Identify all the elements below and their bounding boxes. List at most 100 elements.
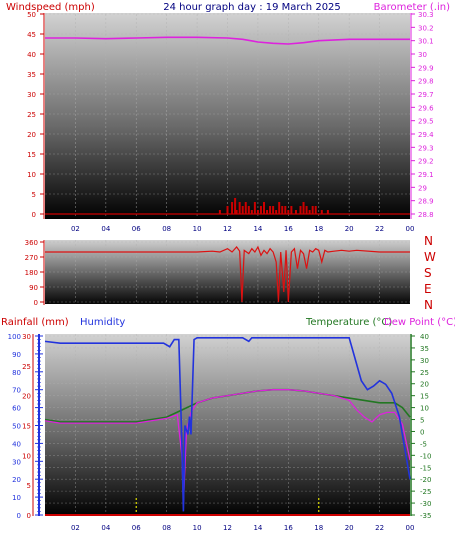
temperature-tick-label: -30	[420, 500, 431, 508]
direction-tick-label: 180	[25, 269, 38, 277]
humidity-axis-label: Humidity	[80, 317, 125, 328]
rain-tick-label: 0	[27, 512, 31, 520]
temperature-tick-label: -5	[420, 440, 427, 448]
windspeed-bar	[311, 206, 314, 214]
direction-tick-label: 270	[25, 254, 38, 262]
rain-tick-label: 15	[22, 423, 31, 431]
windspeed-bar	[226, 206, 229, 214]
direction-tick-label: 360	[25, 239, 38, 247]
windspeed-bar	[259, 206, 262, 214]
top-x-tick-label: 16	[284, 225, 293, 233]
rain-tick-label: 5	[27, 482, 31, 490]
barometer-tick-label: 29.3	[418, 144, 434, 152]
windspeed-bar	[305, 206, 308, 214]
humidity-tick-label: 100	[8, 333, 21, 341]
top-x-axis: 02 04 06 08 10 12 14 16 18 20 22 00	[71, 225, 415, 233]
windspeed-tick-label: 10	[27, 171, 36, 179]
windspeed-bar	[231, 202, 234, 214]
barometer-tick-label: 29.6	[418, 104, 434, 112]
bottom-x-tick-label: 20	[345, 524, 354, 532]
windspeed-tick-label: 35	[27, 71, 36, 79]
temperature-tick-label: 20	[420, 381, 429, 389]
windspeed-bar	[302, 202, 305, 214]
windspeed-bar	[314, 206, 317, 214]
windspeed-bar	[275, 210, 278, 214]
windspeed-bar	[278, 202, 281, 214]
rain-tick-label: 10	[22, 452, 31, 460]
windspeed-axis: 0 5 10 15 20 25 30 35 40 45 50	[27, 11, 45, 219]
bottom-x-tick-label: 04	[101, 524, 110, 532]
compass-label-e: E	[424, 282, 432, 296]
temperature-tick-label: 5	[420, 417, 424, 425]
humidity-tick-label: 20	[12, 476, 21, 484]
barometer-tick-label: 28.9	[418, 198, 434, 206]
top-x-tick-label: 22	[375, 225, 384, 233]
humidity-tick-label: 30	[12, 458, 21, 466]
barometer-tick-label: 30.1	[418, 38, 434, 46]
bottom-plot-area	[45, 334, 410, 516]
wind-direction-line	[45, 245, 410, 303]
windspeed-tick-label: 15	[27, 151, 36, 159]
windspeed-bar	[263, 202, 265, 214]
direction-compass-axis: N W S E N	[424, 234, 436, 312]
barometer-tick-label: 30.3	[418, 11, 434, 19]
rain-tick-label: 30	[22, 333, 31, 341]
windspeed-bar	[241, 206, 244, 214]
barometer-line	[45, 36, 410, 45]
humidity-tick-label: 70	[12, 387, 21, 395]
top-x-tick-label: 00	[406, 225, 415, 233]
bottom-x-tick-label: 14	[253, 524, 262, 532]
temperature-tick-label: -25	[420, 488, 431, 496]
windspeed-bar	[308, 210, 311, 214]
windspeed-tick-label: 25	[27, 111, 36, 119]
windspeed-tick-label: 30	[27, 91, 36, 99]
compass-label-n-top: N	[424, 234, 433, 248]
humidity-tick-label: 80	[12, 369, 21, 377]
temperature-tick-label: 40	[420, 333, 429, 341]
windspeed-bar	[253, 202, 256, 214]
windspeed-bar	[266, 210, 269, 214]
bottom-x-axis: 02 04 06 08 10 12 14 16 18 20 22 00	[71, 524, 415, 532]
windspeed-tick-label: 20	[27, 131, 36, 139]
top-x-tick-label: 08	[162, 225, 171, 233]
top-x-tick-label: 06	[132, 225, 141, 233]
barometer-tick-label: 29.2	[418, 158, 434, 166]
humidity-tick-label: 60	[12, 405, 21, 413]
windspeed-bar	[326, 210, 329, 214]
windspeed-tick-label: 45	[27, 31, 36, 39]
top-x-tick-label: 12	[223, 225, 232, 233]
temperature-axis: -35 -30 -25 -20 -15 -10 -5 0 5 10 15 20 25 30 35 40	[410, 333, 431, 520]
temperature-tick-label: 0	[420, 428, 424, 436]
windspeed-bar	[272, 206, 275, 214]
windspeed-tick-label: 50	[27, 11, 36, 19]
windspeed-tick-label: 5	[32, 191, 36, 199]
compass-label-n-bottom: N	[424, 298, 433, 312]
top-x-tick-label: 14	[253, 225, 262, 233]
barometer-tick-label: 29.4	[418, 131, 434, 139]
windspeed-bar	[250, 210, 253, 214]
windspeed-tick-label: 40	[27, 51, 36, 59]
temperature-tick-label: 10	[420, 405, 429, 413]
temperature-tick-label: 15	[420, 393, 429, 401]
bottom-x-tick-label: 00	[406, 524, 415, 532]
windspeed-bar	[238, 202, 241, 214]
windspeed-bar	[269, 206, 272, 214]
temperature-tick-label: 25	[420, 369, 429, 377]
humidity-tick-label: 0	[17, 512, 21, 520]
windspeed-bar	[244, 202, 247, 214]
direction-tick-label: 90	[29, 284, 38, 292]
windspeed-bar	[287, 210, 290, 214]
dewpoint-line	[44, 389, 411, 504]
top-x-tick-label: 18	[314, 225, 323, 233]
windspeed-bar	[284, 206, 287, 214]
barometer-tick-label: 30	[418, 51, 427, 59]
barometer-tick-label: 29.8	[418, 78, 434, 86]
bottom-x-tick-label: 16	[284, 524, 293, 532]
top-series	[45, 36, 410, 215]
compass-label-s: S	[424, 266, 432, 280]
barometer-tick-label: 29.9	[418, 64, 434, 72]
top-x-tick-label: 10	[193, 225, 202, 233]
windspeed-bar	[247, 206, 250, 214]
top-gridlines	[45, 13, 410, 218]
